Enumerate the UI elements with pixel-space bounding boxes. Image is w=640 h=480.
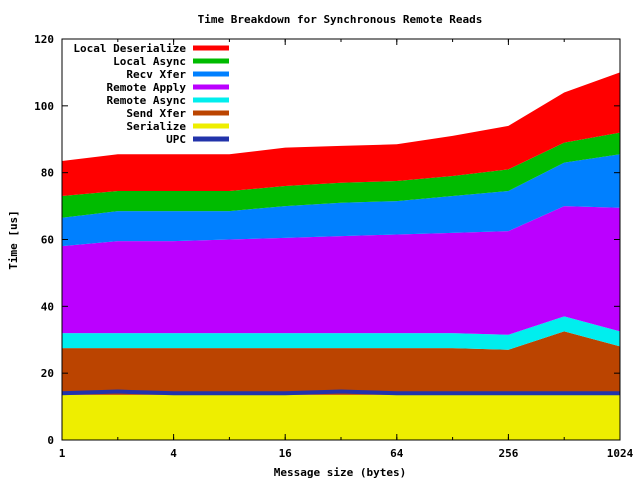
legend-label: Serialize [126, 120, 186, 133]
y-tick-label: 60 [41, 234, 54, 247]
chart-title: Time Breakdown for Synchronous Remote Re… [198, 13, 483, 26]
legend-label: Recv Xfer [126, 68, 186, 81]
y-tick-label: 80 [41, 167, 54, 180]
x-tick-label: 64 [390, 447, 404, 460]
line-upc [62, 392, 620, 394]
y-tick-label: 40 [41, 300, 54, 313]
area-serialize [62, 395, 620, 440]
legend-label: Send Xfer [126, 107, 186, 120]
x-tick-label: 1024 [607, 447, 634, 460]
x-tick-label: 256 [498, 447, 518, 460]
x-axis-label: Message size (bytes) [274, 466, 406, 479]
x-tick-label: 1 [59, 447, 66, 460]
y-tick-label: 0 [47, 434, 54, 447]
legend-label: Remote Async [107, 94, 186, 107]
legend-label: Local Async [113, 55, 186, 68]
legend-label: UPC [166, 133, 186, 146]
y-tick-label: 120 [34, 33, 54, 46]
upc-line-group [62, 392, 620, 394]
x-tick-label: 4 [170, 447, 177, 460]
legend-label: Remote Apply [107, 81, 187, 94]
y-tick-label: 20 [41, 367, 54, 380]
y-tick-label: 100 [34, 100, 54, 113]
x-tick-label: 16 [279, 447, 293, 460]
legend-label: Local Deserialize [73, 42, 186, 55]
y-axis-label: Time [us] [7, 210, 20, 270]
